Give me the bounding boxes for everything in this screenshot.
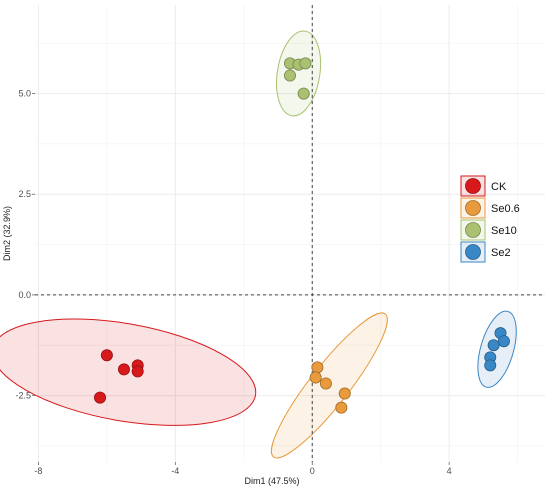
- data-point-ck: [131, 365, 144, 378]
- data-point-se06: [335, 401, 348, 414]
- data-point-ck: [117, 363, 130, 376]
- data-point-se2: [487, 339, 500, 352]
- data-point-se2: [497, 335, 510, 348]
- y-axis-title: Dim2 (32.9%): [2, 206, 12, 261]
- x-tick-label: 4: [447, 466, 452, 476]
- data-point-ck: [94, 391, 107, 404]
- x-tick-label: -4: [171, 466, 179, 476]
- legend-marker-se2: [465, 244, 481, 260]
- data-point-se10: [299, 57, 312, 70]
- x-tick-label: 0: [310, 466, 315, 476]
- y-tick-label: -2.5: [15, 391, 31, 401]
- data-points: [94, 57, 510, 414]
- y-tick-label: 5.0: [18, 89, 31, 99]
- data-point-se2: [484, 359, 497, 372]
- tick-labels: -8 -4 0 4 -2.5 0.0 2.5 5.0: [15, 89, 451, 476]
- legend-label-se06: Se0.6: [491, 203, 520, 215]
- y-tick-label: 2.5: [18, 189, 31, 199]
- legend-item-se2: Se2: [460, 241, 511, 263]
- legend-item-ck: CK: [460, 175, 507, 197]
- data-point-se06: [319, 377, 332, 390]
- legend: CK Se0.6 Se10 Se2: [460, 175, 520, 263]
- legend-label-se10: Se10: [491, 225, 517, 237]
- legend-item-se10: Se10: [460, 219, 517, 241]
- legend-item-se06: Se0.6: [460, 197, 520, 219]
- data-point-se06: [338, 387, 351, 400]
- legend-marker-ck: [465, 178, 481, 194]
- legend-label-ck: CK: [491, 181, 507, 193]
- data-point-ck: [100, 349, 113, 362]
- data-point-se10: [297, 87, 310, 100]
- data-point-se06: [311, 361, 324, 374]
- legend-marker-se10: [465, 222, 481, 238]
- x-axis-title: Dim1 (47.5%): [244, 476, 299, 486]
- data-point-se06: [309, 371, 322, 384]
- x-tick-label: -8: [34, 466, 42, 476]
- y-tick-label: 0.0: [18, 290, 31, 300]
- data-point-se10: [283, 69, 296, 82]
- legend-label-se2: Se2: [491, 247, 511, 259]
- confidence-ellipse-se10: [276, 30, 322, 117]
- reference-lines: [35, 5, 545, 462]
- legend-marker-se06: [465, 200, 481, 216]
